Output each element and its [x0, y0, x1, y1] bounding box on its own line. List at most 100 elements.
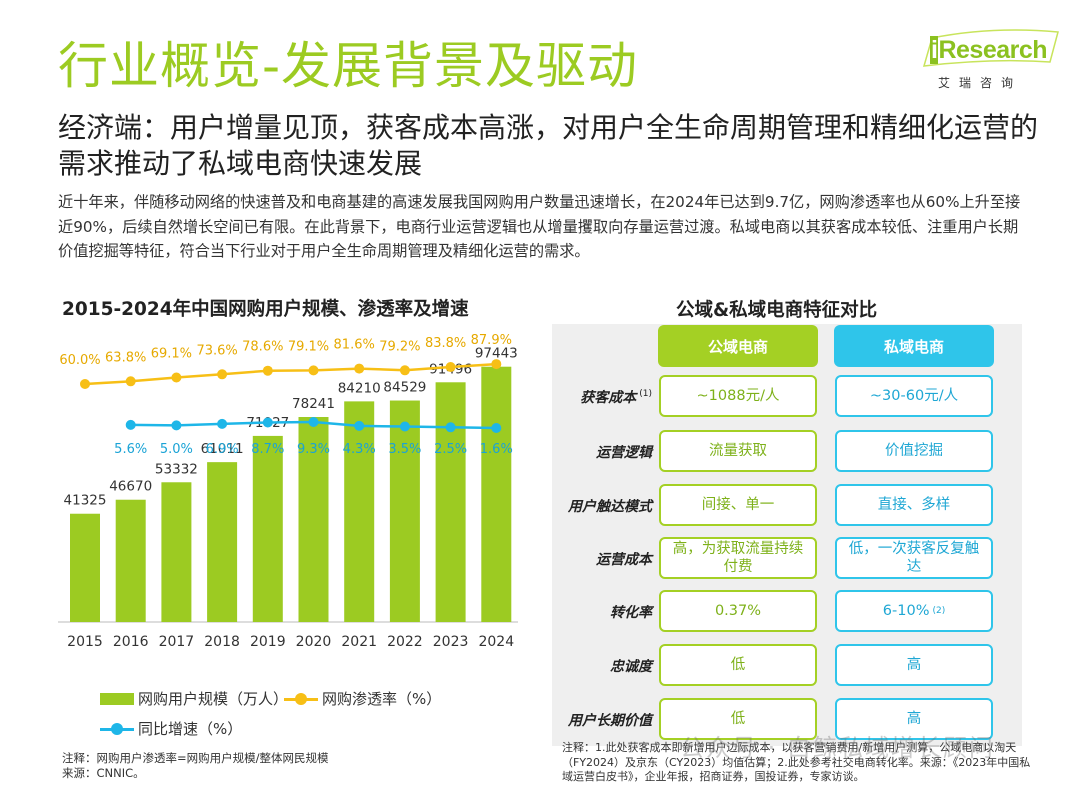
header-private-ecommerce: 私域电商: [834, 325, 994, 367]
bar-users: [435, 382, 466, 622]
x-tick-label: 2015: [67, 634, 103, 650]
bar-value-label: 84529: [383, 380, 426, 396]
penetration-point: [262, 365, 273, 376]
comparison-note: 注释：1.此处获客成本即新增用户边际成本，以获客营销费用/新增用户测算，公域电商…: [562, 741, 1031, 783]
watermark: 公众号 · 白鲸私域增长顾问: [680, 734, 995, 762]
bar-value-label: 53332: [155, 461, 198, 477]
x-tick-label: 2016: [113, 634, 149, 650]
bar-users: [481, 366, 512, 622]
row-label-text: 转化率: [610, 605, 652, 621]
row-label: 运营成本: [552, 549, 652, 569]
logo-wordmark: iResearch: [930, 36, 1048, 65]
penetration-label: 63.8%: [105, 350, 146, 365]
x-tick-label: 2020: [296, 634, 332, 650]
bar-users: [344, 401, 375, 622]
row-label-text: 用户触达模式: [568, 499, 652, 515]
growth-label: 9.3%: [297, 442, 330, 457]
private-cell: 6-10% (2): [835, 590, 993, 632]
public-cell-text: 低: [730, 711, 746, 727]
growth-label: 3.5%: [388, 442, 421, 457]
bar-users: [207, 462, 238, 622]
bar-value-label: 41325: [64, 493, 107, 509]
legend-penetration-label: 网购渗透率（%）: [322, 690, 442, 708]
bar-value-label: 84210: [338, 380, 381, 396]
public-cell-text: ~1088元/人: [696, 388, 780, 404]
penetration-point: [354, 363, 365, 374]
public-cell: 0.37%: [659, 590, 817, 632]
x-tick-label: 2018: [204, 634, 240, 650]
logo-research: Research: [938, 36, 1048, 64]
row-label: 运营逻辑: [552, 442, 652, 462]
growth-point: [262, 417, 273, 428]
bar-users: [252, 435, 283, 622]
x-tick-label: 2024: [478, 634, 514, 650]
private-cell: 价值挖掘: [835, 430, 993, 472]
bar-value-label: 61011: [201, 441, 244, 457]
bar-value-label: 97443: [475, 346, 518, 362]
growth-label: 5.0%: [160, 442, 193, 457]
private-cell-text: 价值挖掘: [885, 443, 943, 459]
public-cell: 低: [659, 698, 817, 740]
growth-label: 4.3%: [343, 442, 376, 457]
public-cell: 流量获取: [659, 430, 817, 472]
growth-point: [125, 419, 136, 430]
legend-growth: 同比增速（%）: [100, 718, 242, 739]
growth-point: [308, 417, 319, 427]
row-label-text: 用户长期价值: [568, 713, 652, 729]
private-cell: 高: [835, 644, 993, 686]
legend-users: 网购用户规模（万人）: [100, 688, 288, 709]
row-label-text: 获客成本: [580, 390, 637, 406]
growth-point: [399, 421, 410, 432]
users-chart: 4132520154667020165333220176101120187102…: [58, 333, 518, 650]
logo-tagline: 艾瑞咨询: [938, 76, 1023, 90]
penetration-label: 79.2%: [379, 339, 420, 354]
legend-growth-label: 同比增速（%）: [138, 720, 243, 738]
page-subtitle: 经济端：用户增量见顶，获客成本高涨，对用户全生命周期管理和精细化运营的需求推动了…: [58, 111, 1039, 180]
row-label-text: 忠诚度: [610, 659, 652, 675]
bar-users: [70, 513, 100, 622]
public-cell-text: 流量获取: [709, 443, 767, 459]
growth-label: 8.7%: [251, 442, 284, 457]
private-cell-footnote: (2): [932, 606, 946, 616]
page-title: 行业概览-发展背景及驱动: [58, 37, 639, 95]
x-tick-label: 2023: [433, 634, 469, 650]
private-cell: 直接、多样: [835, 484, 993, 526]
logo-swoosh-icon: [922, 29, 1059, 67]
iresearch-logo: iResearch 艾瑞咨询: [922, 28, 1062, 98]
penetration-point: [171, 372, 182, 383]
logo-i: i: [930, 36, 939, 64]
growth-point: [217, 418, 228, 429]
bar-users: [115, 499, 146, 622]
growth-label: 6.9%: [206, 442, 239, 457]
x-tick-label: 2021: [341, 634, 377, 650]
row-label: 获客成本 (1): [552, 387, 652, 407]
page-description: 近十年来，伴随移动网络的快速普及和电商基建的高速发展我国网购用户数量迅速增长，在…: [58, 193, 1021, 260]
row-label: 用户触达模式: [552, 496, 652, 516]
penetration-label: 87.9%: [471, 333, 512, 348]
penetration-point: [399, 365, 410, 376]
row-label-text: 运营逻辑: [596, 445, 652, 461]
bar-users: [298, 417, 329, 622]
penetration-point: [125, 376, 136, 387]
growth-point: [171, 420, 182, 431]
x-tick-label: 2022: [387, 634, 423, 650]
private-cell: 低，一次获客反复触达: [835, 537, 993, 579]
public-cell: 间接、单一: [659, 484, 817, 526]
comparison-title: 公域&私域电商特征对比: [676, 300, 878, 321]
growth-label: 5.6%: [114, 442, 147, 457]
chart-note: 注释：网购用户渗透率=网购用户规模/整体网民规模 来源：CNNIC。: [62, 751, 329, 781]
public-cell-text: 间接、单一: [701, 497, 775, 513]
penetration-point: [308, 365, 319, 376]
penetration-point: [445, 362, 456, 372]
row-label-text: 运营成本: [596, 552, 652, 568]
private-cell-text: 低，一次获客反复触达: [848, 541, 980, 575]
bar-users: [389, 400, 420, 622]
growth-point: [445, 422, 456, 433]
bar-value-label: 78241: [292, 396, 335, 412]
growth-label: 1.6%: [480, 442, 513, 457]
legend-penetration-swatch: [284, 692, 318, 705]
penetration-label: 79.1%: [288, 339, 329, 354]
chart-note-line-1: 注释：网购用户渗透率=网购用户规模/整体网民规模: [62, 751, 329, 765]
chart-note-source: 来源：CNNIC。: [62, 766, 145, 780]
legend-growth-swatch: [100, 722, 134, 735]
